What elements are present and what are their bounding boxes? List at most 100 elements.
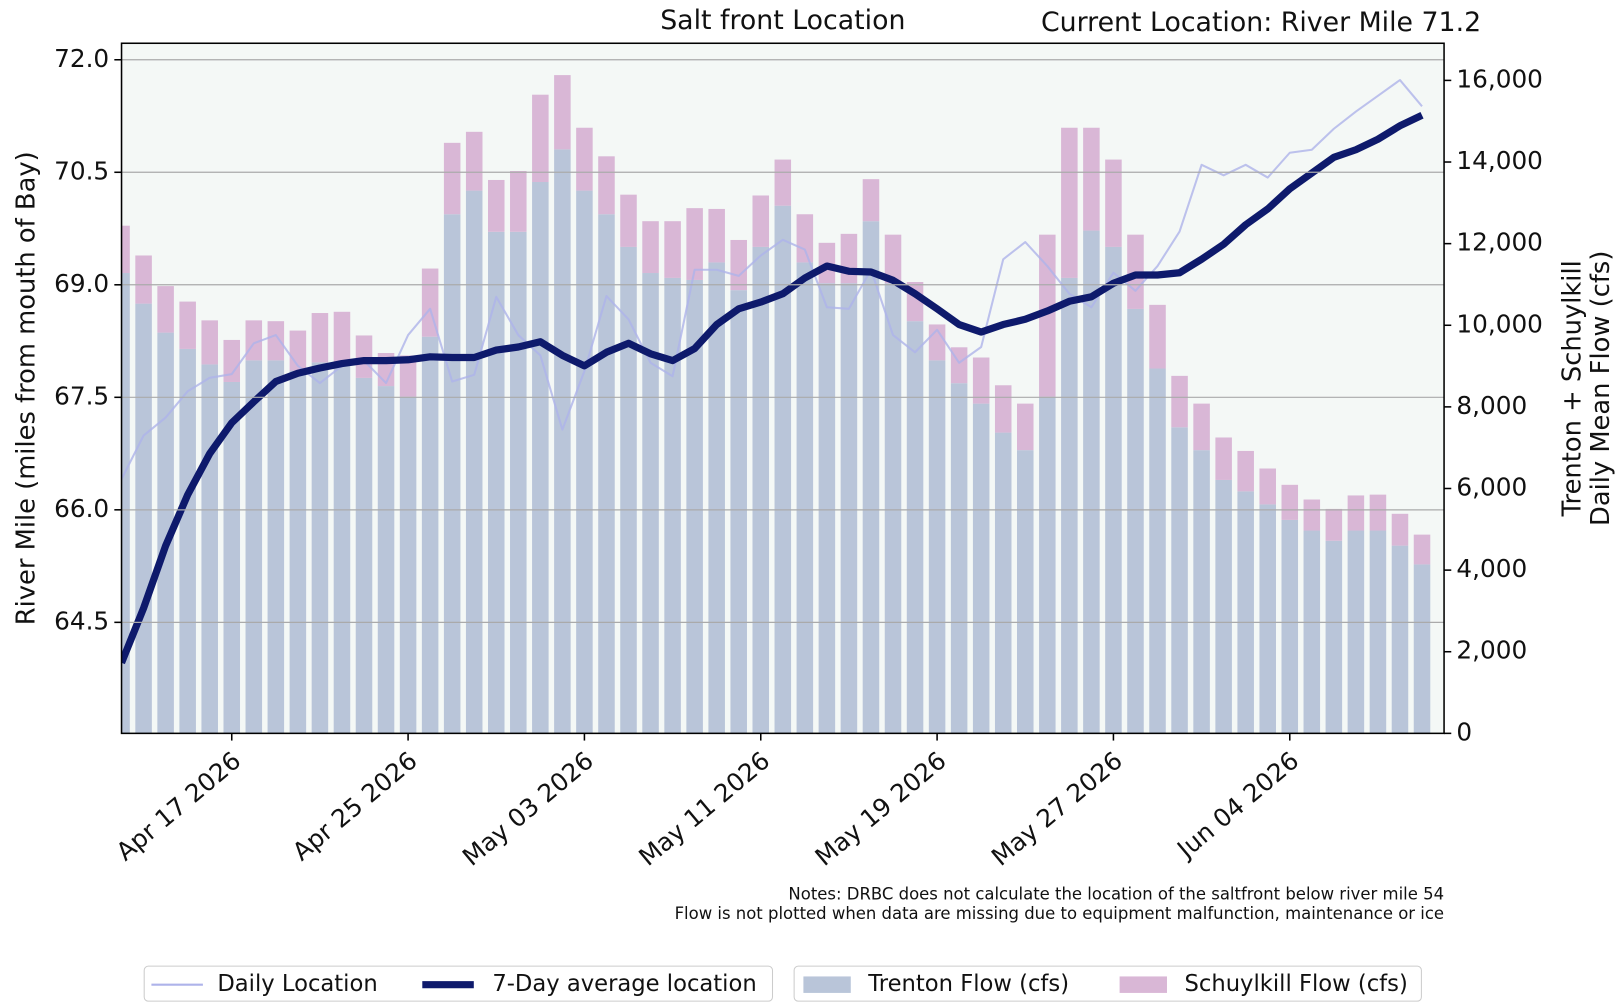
bar [355,377,373,734]
y-tick-label: 70.5 [54,156,109,185]
legend-swatch [803,976,851,993]
bar [884,234,902,284]
bar [157,286,174,333]
y2-tick-label: 0 [1456,717,1472,746]
bar [1325,508,1343,541]
bar [862,221,880,734]
bar [399,355,417,397]
y2-tick-label: 4,000 [1456,554,1527,583]
bar [774,159,792,206]
y-axis-label: River Mile (miles from mouth of Bay) [11,151,41,625]
bar [289,370,307,734]
bar [443,142,461,215]
bar [708,262,725,734]
bar [576,190,593,734]
bar [443,214,461,734]
bar [1281,519,1299,734]
bar [642,273,659,734]
bar [752,195,770,247]
y2-tick-label: 6,000 [1456,472,1527,501]
bar [884,283,902,734]
bar [774,205,792,734]
bar [620,194,637,247]
bar [179,301,196,349]
y-tick-label: 72.0 [54,44,109,73]
bar [121,225,130,274]
bar [1391,545,1409,734]
bar [664,277,681,734]
bar [333,365,351,734]
bar [1369,530,1387,734]
y2-tick-label: 14,000 [1456,146,1543,175]
line [121,79,1423,480]
bar [1039,234,1056,397]
bar [818,283,836,734]
bar [1083,127,1100,231]
x-tick-label: Jun 04 2026 [1170,746,1304,865]
x-tick-label: May 11 2026 [633,746,775,872]
bar [311,313,329,363]
bar [223,381,241,734]
bar [421,336,439,734]
bar [840,233,858,284]
bar [377,386,395,734]
bar [994,385,1012,433]
y2-tick-label: 10,000 [1456,309,1543,338]
note: Flow is not plotted when data are missin… [675,904,1444,923]
bar [510,231,527,734]
bar [179,348,196,734]
bar [1061,127,1078,278]
bar [664,221,681,278]
bar [333,311,351,366]
legend-label: Schuylkill Flow (cfs) [1185,971,1408,997]
bar [1215,437,1232,480]
bar [796,214,814,263]
bar [598,214,615,734]
bar [1281,484,1299,520]
bar [972,403,990,734]
bar [1061,277,1078,734]
bar [135,303,152,734]
bar [157,332,174,734]
bar [510,170,527,232]
legend-swatch [1119,976,1167,993]
note: Notes: DRBC does not calculate the locat… [788,885,1444,904]
x-tick-label: May 19 2026 [810,746,952,872]
bar [1391,513,1409,546]
y2-tick-label: 8,000 [1456,391,1527,420]
bar [1347,530,1365,734]
plot-frame [120,42,1445,735]
bar [950,383,968,734]
bar [1083,230,1100,734]
bar [686,279,703,734]
bar [598,156,615,215]
bar [465,190,483,734]
chart-body: Salt front Location Current Location: Ri… [11,5,1616,1002]
bar [1237,450,1254,492]
bar [1105,246,1122,734]
bar [576,127,593,191]
y2-tick-label: 12,000 [1456,228,1543,257]
legend-box [793,965,1422,1002]
bar [532,182,549,734]
bar [1325,540,1343,734]
bar [465,131,483,191]
y2-axis-label: Daily Mean Flow (cfs) [1586,251,1616,526]
bar [1413,534,1431,565]
bar [730,290,747,734]
x-tick-label: May 27 2026 [986,746,1128,872]
bar [311,362,329,734]
y-tick-label: 69.0 [54,269,109,298]
bar [245,360,263,734]
bar [399,396,417,734]
y2-tick-label: 2,000 [1456,636,1527,665]
bar [862,179,880,222]
bar [1303,499,1321,531]
bar [1237,491,1254,734]
y-tick-label: 67.5 [54,381,109,410]
bar [267,360,285,734]
legend-label: Trenton Flow (cfs) [867,971,1069,997]
bar [532,94,549,183]
bar [1215,479,1232,734]
